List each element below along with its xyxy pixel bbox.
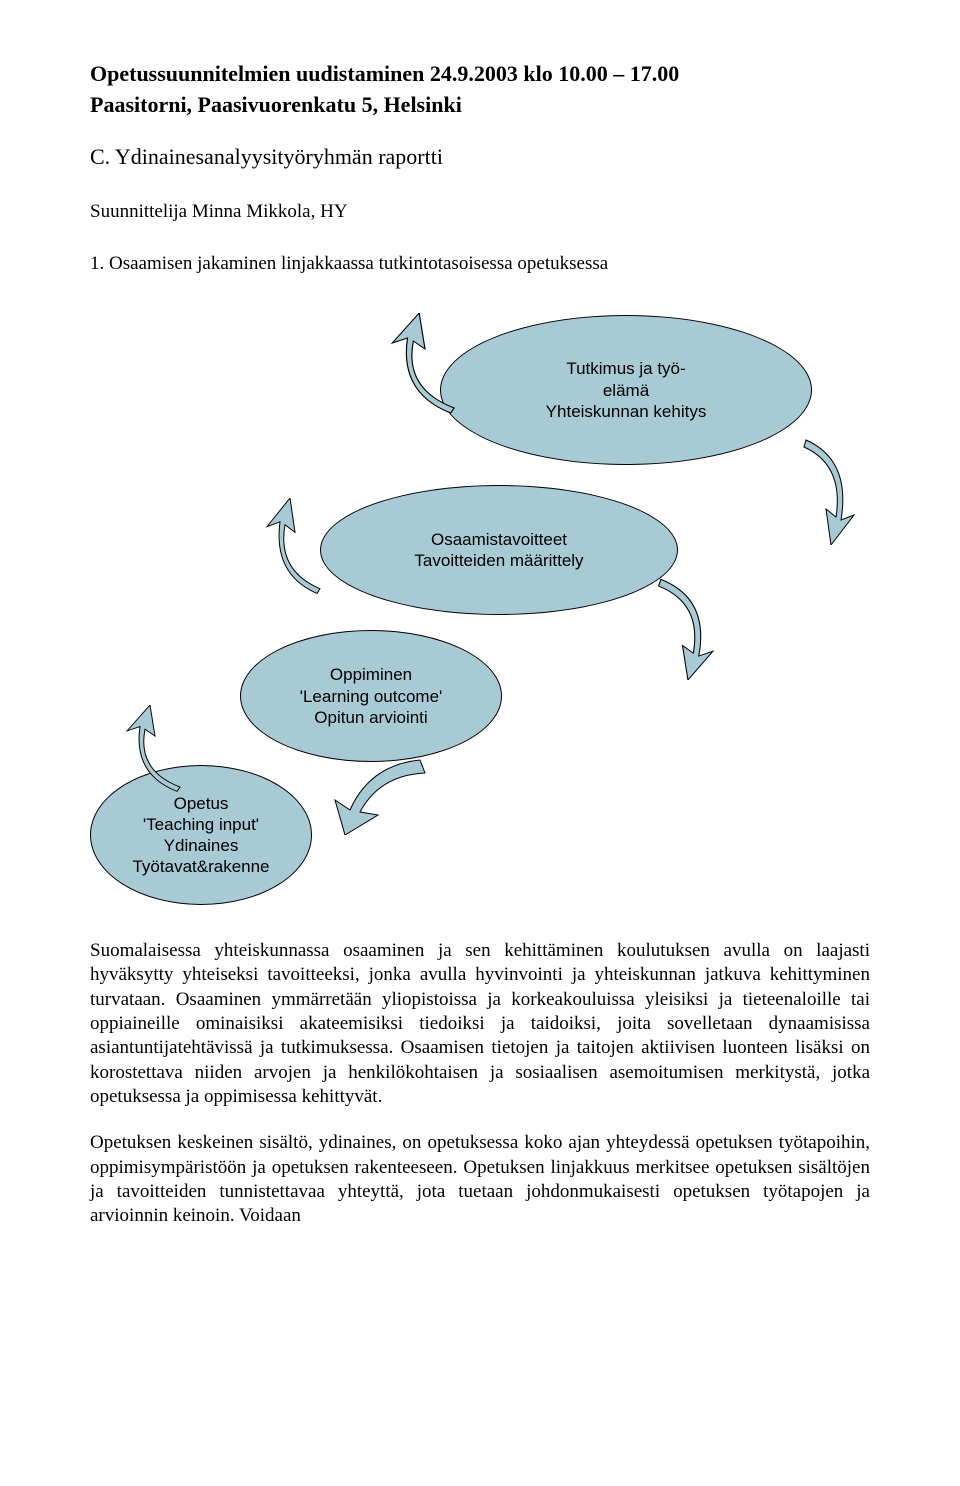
- doc-title-line1: Opetussuunnitelmien uudistaminen 24.9.20…: [90, 60, 870, 89]
- doc-title-line2: Paasitorni, Paasivuorenkatu 5, Helsinki: [90, 91, 870, 120]
- author-line: Suunnittelija Minna Mikkola, HY: [90, 200, 870, 225]
- paragraph-2: Opetuksen keskeinen sisältö, ydinaines, …: [90, 1131, 870, 1228]
- diagram-node-e2: Oppiminen'Learning outcome'Opitun arvioi…: [240, 630, 502, 762]
- report-title: C. Ydinainesanalyysityöryhmän raportti: [90, 143, 870, 172]
- diagram-arrow-a2: [390, 313, 460, 423]
- diagram-arrow-a4: [265, 498, 325, 603]
- process-diagram: Tutkimus ja työ-elämäYhteiskunnan kehity…: [90, 295, 870, 915]
- paragraph-1: Suomalaisessa yhteiskunnassa osaaminen j…: [90, 939, 870, 1109]
- diagram-arrow-a1: [796, 425, 856, 545]
- section-heading: 1. Osaamisen jakaminen linjakkaassa tutk…: [90, 252, 870, 277]
- diagram-arrow-a5: [330, 755, 430, 835]
- diagram-node-e3: OsaamistavoitteetTavoitteiden määrittely: [320, 485, 678, 615]
- diagram-arrow-a6: [125, 705, 185, 800]
- diagram-node-e4: Tutkimus ja työ-elämäYhteiskunnan kehity…: [440, 315, 812, 465]
- diagram-arrow-a3: [650, 565, 715, 680]
- diagram-node-e1: Opetus'Teaching input'YdinainesTyötavat&…: [90, 765, 312, 905]
